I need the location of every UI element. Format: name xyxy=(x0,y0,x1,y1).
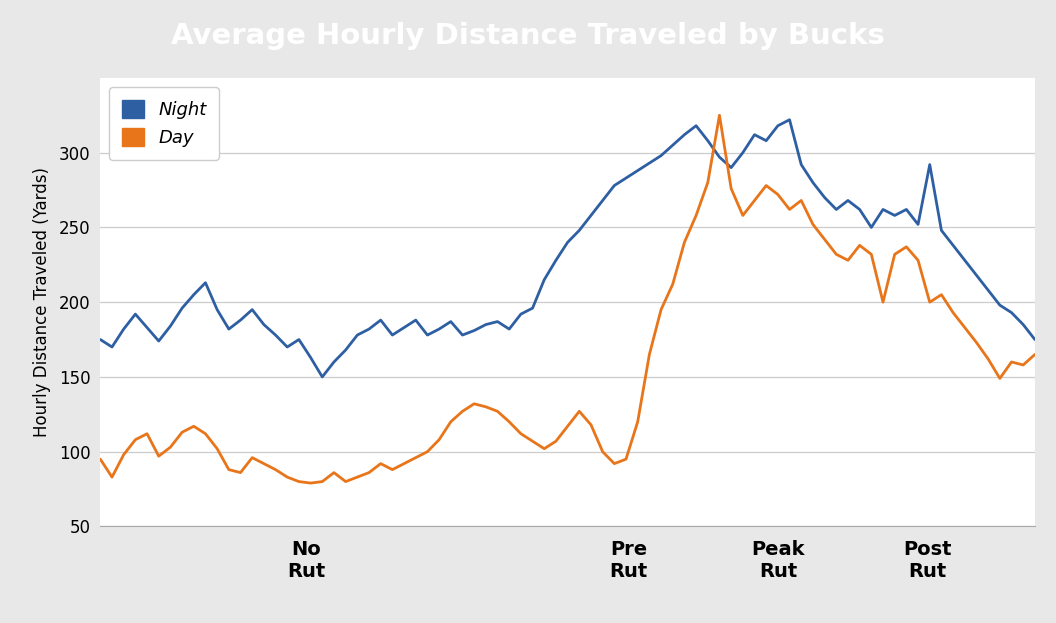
Y-axis label: Hourly Distance Traveled (Yards): Hourly Distance Traveled (Yards) xyxy=(33,167,51,437)
Text: Average Hourly Distance Traveled by Bucks: Average Hourly Distance Traveled by Buck… xyxy=(171,22,885,50)
Legend: Night, Day: Night, Day xyxy=(110,87,219,160)
